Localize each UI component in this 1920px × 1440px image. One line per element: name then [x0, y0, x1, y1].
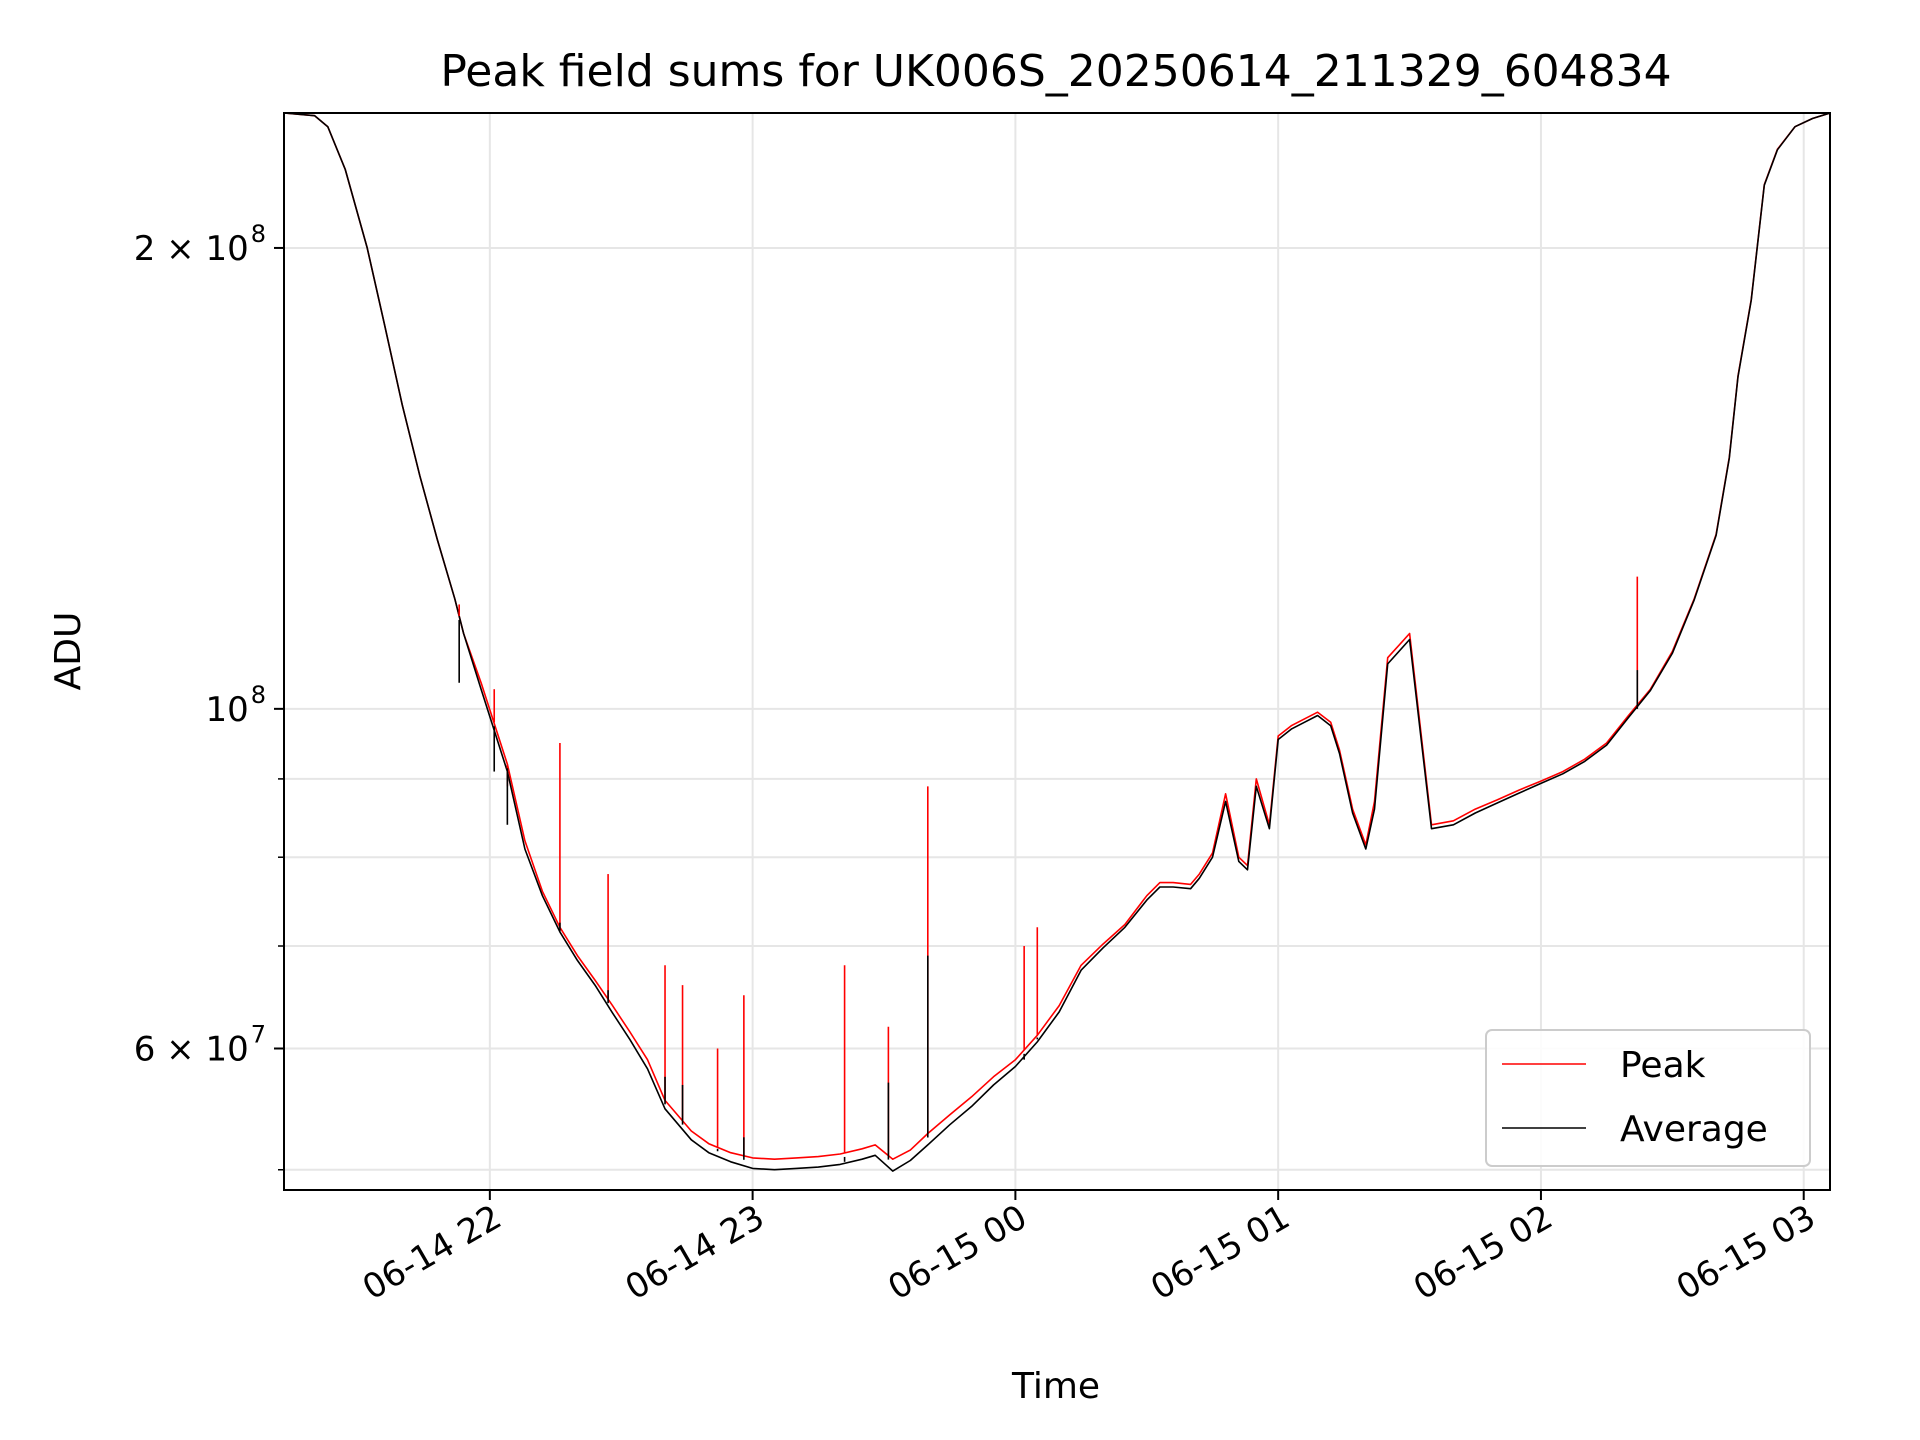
legend: Peak Average: [1485, 1029, 1811, 1167]
y-axis-label: ADU: [48, 612, 89, 691]
x-axis-label: Time: [1011, 1366, 1100, 1407]
y-tick-label: 2 × 10 8: [134, 220, 266, 269]
y-axis: 10 82 × 10 86 × 10 7: [134, 220, 284, 1171]
y-tick-label-exponent: 8: [251, 681, 266, 709]
grid: [284, 113, 1830, 1190]
plot-frame: [283, 112, 1831, 1191]
chart-title: Peak field sums for UK006S_20250614_2113…: [440, 46, 1671, 97]
series-line-peak: [284, 113, 1830, 1160]
y-tick-label-exponent: 8: [251, 220, 266, 248]
y-tick-label: 10 8: [205, 681, 266, 730]
legend-label-average: Average: [1620, 1109, 1768, 1150]
y-tick-label-exponent: 7: [251, 1021, 266, 1049]
y-tick-label: 6 × 10 7: [134, 1021, 266, 1070]
legend-label-peak: Peak: [1620, 1045, 1706, 1086]
y-tick-label-base: 6 × 10: [134, 1030, 249, 1070]
y-tick-label-base: 2 × 10: [134, 229, 249, 269]
series-lines: [284, 113, 1830, 1172]
y-tick-label-base: 10: [205, 690, 248, 730]
series-line-average: [284, 113, 1830, 1172]
